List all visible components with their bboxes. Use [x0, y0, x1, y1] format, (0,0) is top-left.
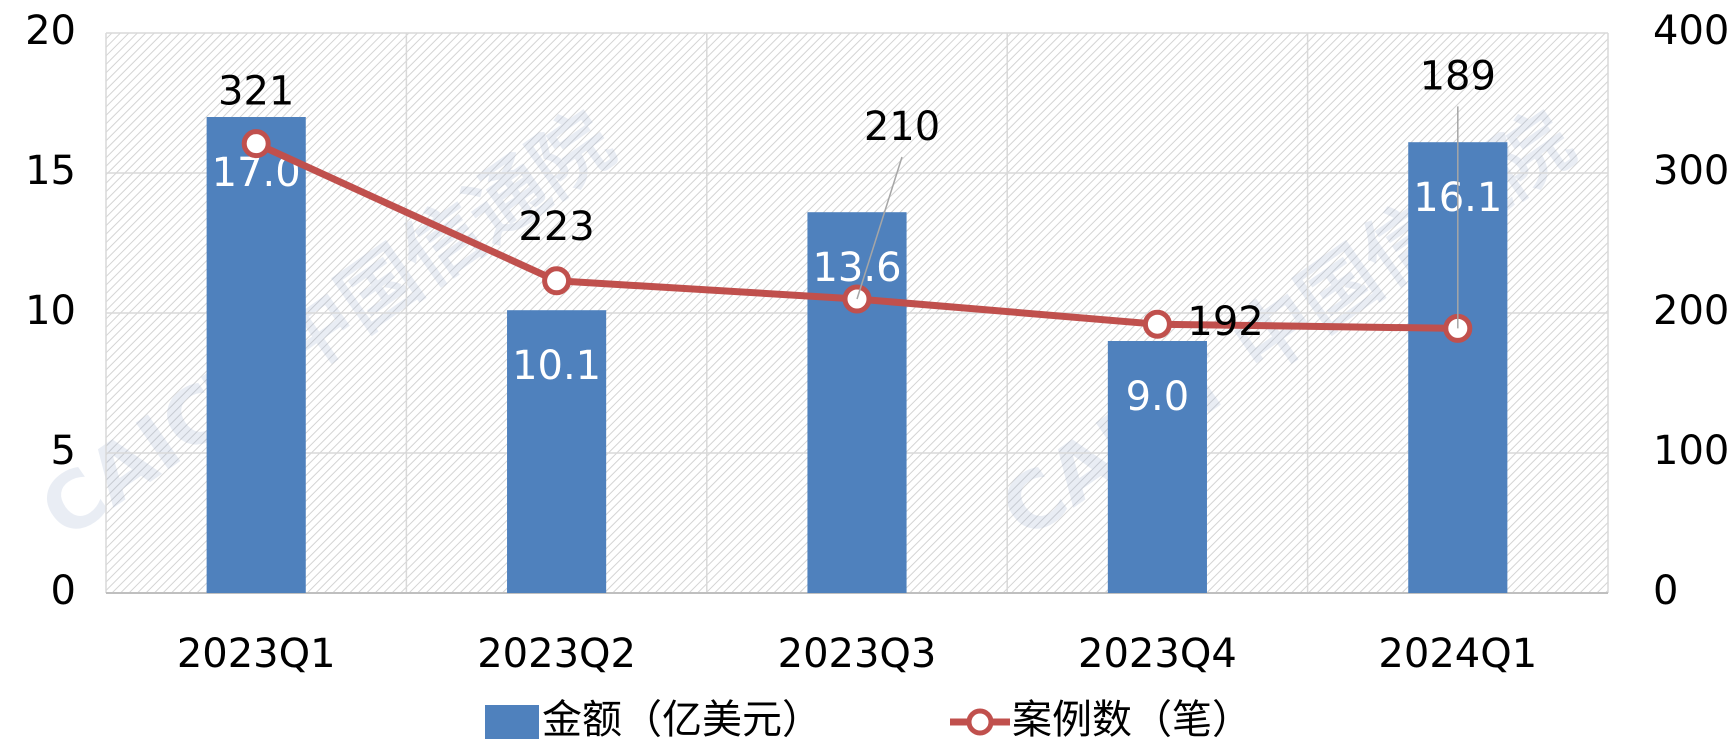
y2-tick-label: 300: [1653, 148, 1729, 194]
line-value-label: 210: [864, 104, 940, 150]
bar-value-label: 10.1: [512, 343, 601, 389]
legend-marker: [966, 708, 994, 736]
y2-tick-label: 100: [1653, 428, 1729, 474]
bar: [1107, 341, 1207, 593]
bar-value-label: 9.0: [1126, 374, 1190, 420]
leader-line: [856, 156, 903, 300]
x-tick-label: 2023Q1: [177, 631, 336, 677]
x-tick-label: 2023Q3: [778, 631, 937, 677]
line-value-label: 189: [1420, 53, 1496, 99]
y-tick-label: 5: [51, 428, 76, 474]
x-tick-label: 2023Q4: [1078, 631, 1237, 677]
bar: [206, 117, 306, 593]
y2-tick-label: 200: [1653, 288, 1729, 334]
y-tick-label: 0: [51, 568, 76, 614]
line-value-label: 192: [1187, 299, 1263, 345]
y-tick-label: 20: [25, 8, 76, 54]
bar: [507, 310, 607, 593]
line-marker: [542, 266, 572, 296]
legend-swatch: [485, 705, 539, 739]
x-tick-label: 2023Q2: [477, 631, 636, 677]
y-tick-label: 15: [25, 148, 76, 194]
line-marker: [241, 129, 271, 159]
bar-value-label: 13.6: [812, 245, 901, 291]
line-marker: [1142, 309, 1172, 339]
x-tick-label: 2024Q1: [1378, 631, 1537, 677]
bar: [807, 212, 907, 593]
y-tick-label: 10: [25, 288, 76, 334]
legend-label: 金额（亿美元）: [542, 697, 822, 740]
line-value-label: 223: [518, 204, 594, 250]
legend-label: 案例数（笔）: [1012, 697, 1252, 740]
line-value-label: 321: [218, 69, 294, 115]
y2-tick-label: 0: [1653, 568, 1678, 614]
y2-tick-label: 400: [1653, 8, 1729, 54]
